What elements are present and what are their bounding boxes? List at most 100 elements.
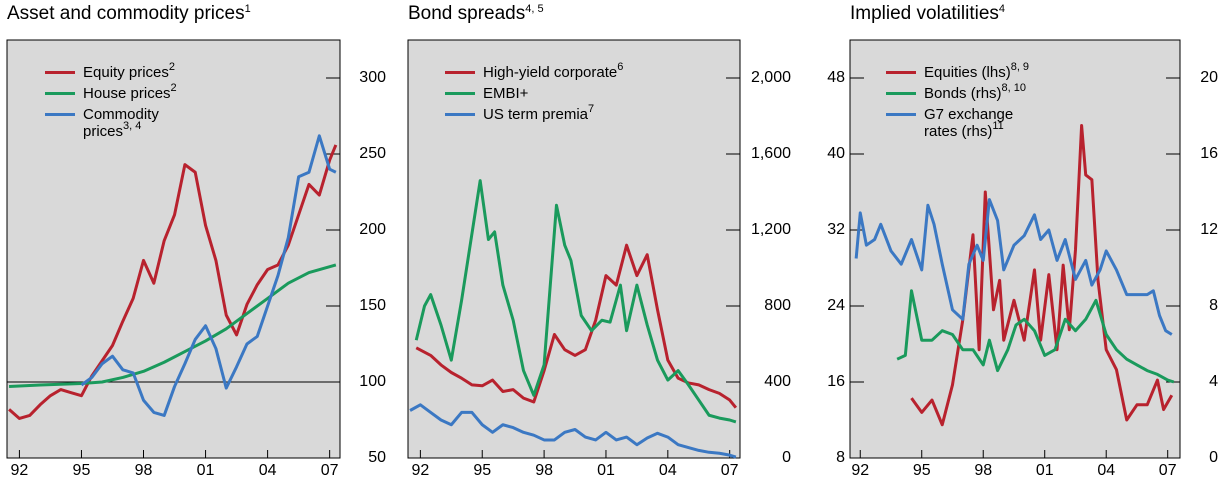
legend-swatch	[445, 92, 475, 95]
y-tick-label: 250	[359, 145, 386, 162]
legend-note: 7	[588, 103, 595, 115]
y2-tick-label: 8	[1209, 297, 1218, 314]
legend-note: 2	[168, 61, 175, 73]
x-tick-label: 04	[659, 462, 677, 479]
legend-text: Bonds (rhs)	[924, 85, 1002, 102]
y2-tick-label: 12	[1200, 221, 1218, 238]
legend-text: Equity prices	[83, 64, 169, 81]
legend-label: Equities (lhs)8, 9	[924, 61, 1039, 82]
legend-swatch	[45, 92, 75, 95]
series-line	[8, 263, 337, 389]
y-tick-label: 40	[827, 145, 845, 162]
legend-swatch	[445, 113, 475, 116]
y-tick-label: 200	[359, 221, 386, 238]
x-tick-label: 98	[974, 462, 992, 479]
x-tick-label: 92	[851, 462, 869, 479]
y2-tick-label: 0	[1209, 449, 1218, 466]
legend-label: EMBI+	[483, 85, 663, 102]
legend-swatch	[45, 71, 75, 74]
x-tick-label: 01	[1036, 462, 1054, 479]
legend-text: High-yield corporate	[483, 64, 618, 81]
legend-note: 2	[170, 82, 177, 94]
legend-swatch	[445, 71, 475, 74]
x-tick-label: 04	[1097, 462, 1115, 479]
series-line	[409, 403, 737, 459]
legend-item: Equities (lhs)8, 9	[886, 61, 1039, 82]
x-tick-label: 95	[73, 462, 91, 479]
series-line	[414, 179, 737, 424]
legend-item: High-yield corporate6	[445, 61, 663, 82]
y-tick-label: 1,200	[751, 221, 791, 238]
legend: High-yield corporate6 EMBI+ US term premia…	[445, 61, 663, 127]
chart-title: Asset and commodity prices1	[7, 3, 251, 25]
legend-text: Commodity prices	[83, 106, 159, 140]
legend: Equities (lhs)8, 9 Bonds (rhs)8, 10 G7 exc…	[886, 61, 1039, 144]
legend-label: G7 exchange rates (rhs)11	[924, 106, 1039, 140]
legend-swatch	[886, 113, 916, 116]
y-tick-label: 1,600	[751, 145, 791, 162]
series-line	[896, 289, 1175, 384]
x-tick-label: 07	[721, 462, 739, 479]
title-note: 1	[244, 3, 251, 15]
legend-item: US term premia7	[445, 103, 663, 124]
x-tick-label: 95	[913, 462, 931, 479]
legend-label: House prices2	[83, 82, 193, 103]
chart-title: Bond spreads4, 5	[408, 3, 544, 25]
legend-note: 8, 9	[1010, 61, 1030, 73]
y-tick-label: 100	[359, 373, 386, 390]
legend-text: Equities (lhs)	[924, 64, 1011, 81]
x-tick-label: 98	[535, 462, 553, 479]
y-tick-label: 800	[764, 297, 791, 314]
y-tick-label: 400	[764, 373, 791, 390]
legend-label: Commodity prices3, 4	[83, 106, 193, 140]
y2-tick-label: 4	[1209, 373, 1218, 390]
legend-item: Commodity prices3, 4	[45, 106, 193, 140]
x-tick-label: 07	[1159, 462, 1177, 479]
chart-title: Implied volatilities4	[850, 3, 1005, 25]
legend-note: 3, 4	[123, 120, 142, 132]
legend-label: Bonds (rhs)8, 10	[924, 82, 1039, 103]
y-tick-label: 32	[827, 221, 845, 238]
y-tick-label: 0	[782, 449, 791, 466]
legend-swatch	[45, 113, 75, 116]
y-tick-label: 300	[359, 69, 386, 86]
plot-area	[407, 39, 741, 459]
legend-text: US term premia	[483, 106, 589, 123]
title-note: 4	[998, 3, 1006, 15]
legend-text: House prices	[83, 85, 171, 102]
y-tick-label: 50	[368, 449, 386, 466]
legend-label: US term premia7	[483, 103, 663, 124]
legend-item: G7 exchange rates (rhs)11	[886, 106, 1039, 140]
legend-item: Equity prices2	[45, 61, 193, 82]
y2-tick-label: 20	[1200, 69, 1218, 86]
y-tick-label: 48	[827, 69, 845, 86]
x-tick-label: 92	[411, 462, 429, 479]
x-tick-label: 04	[259, 462, 277, 479]
legend-text: G7 exchange rates (rhs)	[924, 106, 1014, 140]
title-text: Bond spreads	[408, 3, 526, 24]
legend-note: 11	[992, 120, 1004, 132]
legend-label: High-yield corporate6	[483, 61, 663, 82]
legend-label: Equity prices2	[83, 61, 193, 82]
x-tick-label: 01	[197, 462, 215, 479]
x-tick-label: 92	[11, 462, 29, 479]
y2-tick-label: 16	[1200, 145, 1218, 162]
legend-note: 6	[617, 61, 624, 73]
y-tick-label: 2,000	[751, 69, 791, 86]
x-tick-label: 07	[321, 462, 339, 479]
plot-area	[849, 39, 1181, 459]
legend-swatch	[886, 71, 916, 74]
legend-note: 8, 10	[1001, 82, 1026, 94]
x-tick-label: 98	[135, 462, 153, 479]
series-line	[854, 198, 1173, 336]
x-tick-label: 01	[597, 462, 615, 479]
legend-item: House prices2	[45, 82, 193, 103]
legend-item: EMBI+	[445, 85, 663, 102]
legend-text: EMBI+	[483, 85, 529, 102]
y-tick-label: 16	[827, 373, 845, 390]
x-tick-label: 95	[473, 462, 491, 479]
legend-item: Bonds (rhs)8, 10	[886, 82, 1039, 103]
legend: Equity prices2 House prices2 Commodity pri…	[45, 61, 193, 144]
